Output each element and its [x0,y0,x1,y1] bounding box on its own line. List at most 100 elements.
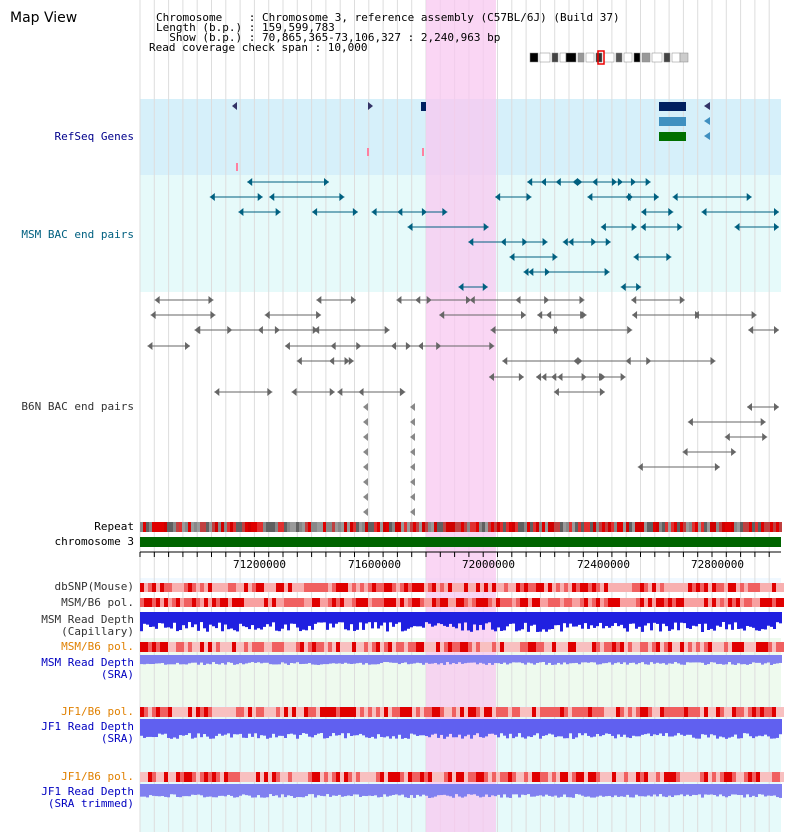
read-depth-bar [221,719,224,736]
read-depth-bar [626,784,629,795]
read-depth-bar [434,612,437,626]
track-label-jf1-b6-pol[interactable]: JF1/B6 pol. [61,705,134,718]
polymorphism-cell [560,707,564,717]
repeat-segment [185,522,188,532]
read-depth-bar [476,784,479,796]
read-depth-bar [164,655,167,665]
polymorphism-cell [240,707,244,717]
polymorphism-cell [456,583,460,592]
polymorphism-cell [620,772,624,782]
read-depth-bar [191,612,194,628]
polymorphism-cell [704,707,708,717]
read-depth-bar [323,655,326,665]
polymorphism-cell [436,642,440,652]
polymorphism-cell [152,642,156,652]
gene-arrow [232,102,237,110]
read-depth-bar [554,784,557,796]
read-depth-bar [317,655,320,665]
polymorphism-cell [688,642,692,652]
polymorphism-cell [216,583,220,592]
track-label-repeat[interactable]: Repeat [94,520,134,533]
polymorphism-cell [304,583,308,592]
read-depth-bar [695,612,698,627]
repeat-segment [374,522,377,532]
read-depth-bar [194,612,197,625]
polymorphism-cell [396,707,400,717]
polymorphism-cell [188,598,192,607]
read-depth-bar [236,719,239,735]
repeat-segment [734,522,737,532]
read-depth-bar [671,655,674,664]
read-depth-bar [338,719,341,736]
read-depth-bar [152,655,155,664]
polymorphism-cell [328,642,332,652]
read-depth-bar [575,612,578,627]
read-depth-bar [332,655,335,664]
track-label-msm-bac[interactable]: MSM BAC end pairs [21,228,134,241]
read-depth-bar [533,655,536,665]
read-depth-bar [776,784,779,798]
repeat-segment [233,522,236,532]
read-depth-bar [743,784,746,798]
polymorphism-cell [660,583,664,592]
polymorphism-cell [508,583,512,592]
repeat-segment [341,522,344,532]
read-depth-bar [440,784,443,796]
track-label-chromosome[interactable]: chromosome 3 [54,535,134,548]
track-label-msm-depth-sra[interactable]: MSM Read Depth [41,656,134,669]
read-depth-bar [503,719,506,736]
read-depth-bar [212,612,215,627]
read-depth-bar [620,612,623,625]
read-depth-bar [398,719,401,735]
polymorphism-cell [552,598,556,607]
track-label-jf1-depth-sra[interactable]: JF1 Read Depth [41,720,134,733]
polymorphism-cell [196,642,200,652]
polymorphism-cell [248,598,252,607]
polymorphism-cell [652,598,656,607]
track-label-msm-b6-pol-2[interactable]: MSM/B6 pol. [61,640,134,653]
polymorphism-cell [388,772,392,782]
polymorphism-cell [732,642,736,652]
polymorphism-cell [716,772,720,782]
bac-end-marker [407,223,413,231]
track-label-b6n-bac[interactable]: B6N BAC end pairs [21,400,134,413]
polymorphism-cell [228,583,232,592]
read-depth-bar [281,784,284,795]
track-label-refseq[interactable]: RefSeq Genes [54,130,134,143]
track-label-jf1-depth-trim[interactable]: JF1 Read Depth [41,785,134,798]
read-depth-bar [452,612,455,627]
bac-end-marker [682,448,688,456]
read-depth-bar [668,655,671,664]
polymorphism-cell [204,583,208,592]
read-depth-bar [140,655,143,665]
polymorphism-cell [520,772,524,782]
polymorphism-cell [712,772,716,782]
polymorphism-cell [160,707,164,717]
polymorphism-cell [244,642,248,652]
repeat-segment [224,522,227,532]
read-depth-bar [470,655,473,663]
polymorphism-cell [480,583,484,592]
track-label-msm-depth-cap[interactable]: MSM Read Depth [41,613,134,626]
read-depth-bar [647,719,650,734]
track-label-dbsnp[interactable]: dbSNP(Mouse) [54,580,134,593]
read-depth-bar [335,612,338,624]
repeat-segment [524,522,527,532]
read-depth-bar [554,655,557,665]
track-label-jf1-b6-pol-2[interactable]: JF1/B6 pol. [61,770,134,783]
track-label-msm-depth-cap-sub: (Capillary) [61,625,134,638]
repeat-segment [665,522,668,532]
track-label-msm-b6-pol[interactable]: MSM/B6 pol. [61,596,134,609]
read-depth-bar [377,784,380,798]
polymorphism-cell [548,772,552,782]
repeat-segment [686,522,689,532]
read-depth-bar [500,655,503,665]
repeat-segment [242,522,245,532]
axis-tick-label: 71600000 [348,558,401,571]
read-depth-bar [173,719,176,738]
repeat-segment [581,522,584,532]
read-depth-bar [149,612,152,627]
read-depth-bar [584,784,587,797]
ideogram-band [529,52,539,63]
polymorphism-cell [772,642,776,652]
